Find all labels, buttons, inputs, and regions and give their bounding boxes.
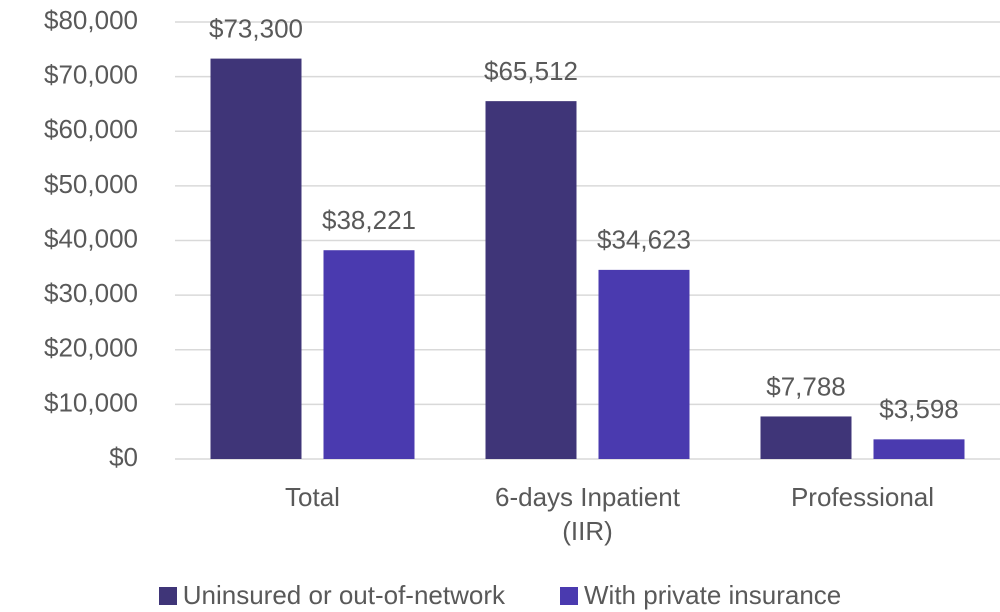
y-tick-label: $20,000: [44, 333, 138, 363]
y-tick-label: $40,000: [44, 223, 138, 253]
legend-item: With private insurance: [560, 580, 841, 611]
data-label: $38,221: [322, 205, 416, 235]
data-label: $34,623: [597, 225, 691, 255]
y-tick-label: $0: [109, 442, 138, 472]
legend-label: Uninsured or out-of-network: [182, 580, 506, 610]
legend: Uninsured or out-of-network With private …: [0, 580, 1000, 611]
legend-swatch: [560, 586, 579, 605]
data-label: $7,788: [766, 371, 846, 401]
bar: [598, 269, 690, 459]
bar: [873, 439, 965, 459]
y-tick-label: $80,000: [44, 5, 138, 35]
y-tick-label: $70,000: [44, 60, 138, 90]
legend-item: Uninsured or out-of-network: [158, 580, 506, 611]
bar: [485, 101, 577, 460]
x-tick-label: Professional: [790, 482, 935, 512]
y-tick-label: $50,000: [44, 169, 138, 199]
bar: [760, 416, 852, 459]
legend-label: With private insurance: [584, 580, 842, 610]
y-tick-label: $60,000: [44, 114, 138, 144]
data-label: $3,598: [879, 394, 959, 424]
y-tick-label: $10,000: [44, 387, 138, 417]
y-tick-label: $30,000: [44, 278, 138, 308]
legend-swatch: [158, 586, 177, 605]
data-label: $73,300: [209, 13, 303, 43]
bar: [323, 250, 415, 459]
bar: [210, 58, 302, 459]
x-tick-label: 6-days Inpatient (IIR): [494, 482, 680, 546]
x-tick-label: Total: [285, 482, 340, 512]
data-label: $65,512: [484, 56, 578, 86]
